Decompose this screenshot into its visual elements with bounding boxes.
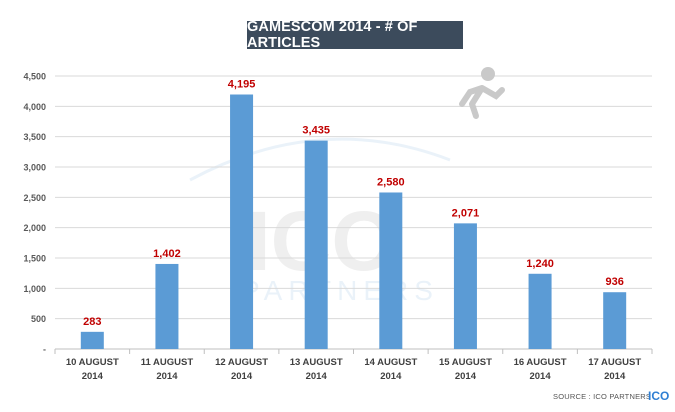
bar [304, 140, 328, 349]
x-tick-label: 10 AUGUST [66, 357, 119, 368]
bars [80, 94, 627, 350]
bar [379, 192, 403, 349]
y-tick-label: - [43, 345, 46, 355]
x-tick-label: 2014 [231, 371, 253, 382]
y-tick-label: 1,500 [23, 254, 46, 264]
data-label: 2,580 [377, 176, 405, 188]
bar [528, 273, 552, 349]
x-tick-label: 2014 [455, 371, 477, 382]
x-tick-label: 16 AUGUST [514, 357, 567, 368]
x-tick-label: 2014 [306, 371, 328, 382]
data-label: 1,240 [526, 258, 554, 270]
y-tick-label: 2,500 [23, 193, 46, 203]
y-tick-label: 500 [31, 314, 46, 324]
y-tick-label: 2,000 [23, 223, 46, 233]
data-label: 283 [83, 316, 101, 328]
chart-title: GAMESCOM 2014 - # OF ARTICLES [247, 19, 463, 51]
bar [155, 263, 179, 349]
x-axis: 10 AUGUST 2014 11 AUGUST 2014 12 AUGUST 2014 1… [66, 357, 642, 382]
data-label: 4,195 [228, 79, 256, 91]
y-axis: - 500 1,000 1,500 2,000 2,500 3,000 3,500 4,000 4… [23, 72, 46, 355]
x-tick-label: 17 AUGUST [588, 357, 641, 368]
y-tick-label: 3,500 [23, 132, 46, 142]
data-label: 936 [606, 276, 624, 288]
runner-icon [459, 67, 505, 119]
x-tick-label: 13 AUGUST [290, 357, 343, 368]
x-tick-label: 2014 [82, 371, 104, 382]
data-label: 2,071 [452, 207, 480, 219]
bar [230, 94, 254, 350]
data-label: 3,435 [302, 125, 330, 137]
x-tick-label: 2014 [529, 371, 551, 382]
x-tick-label: 12 AUGUST [215, 357, 268, 368]
watermark-swoosh [189, 137, 451, 182]
y-tick-label: 4,500 [23, 72, 46, 82]
bar [603, 292, 627, 349]
ico-logo: ICO [648, 389, 670, 403]
bar [80, 331, 104, 349]
x-tick-label: 2014 [604, 371, 626, 382]
value-labels: 283 1,402 4,195 3,435 2,580 2,071 1,240 936 [83, 79, 624, 328]
x-tick-label: 15 AUGUST [439, 357, 492, 368]
x-tick-label: 14 AUGUST [364, 357, 417, 368]
y-tick-label: 4,000 [23, 102, 46, 112]
x-tick-label: 11 AUGUST [141, 357, 194, 368]
x-tick-label: 2014 [380, 371, 402, 382]
watermark-partners-text: PARTNERS [241, 275, 439, 306]
data-label: 1,402 [153, 248, 181, 260]
y-tick-label: 3,000 [23, 163, 46, 173]
x-tick-label: 2014 [156, 371, 178, 382]
bar [453, 223, 477, 349]
y-tick-label: 1,000 [23, 284, 46, 294]
gridlines [54, 75, 653, 354]
source-note: SOURCE : ICO PARTNERS [553, 392, 652, 401]
